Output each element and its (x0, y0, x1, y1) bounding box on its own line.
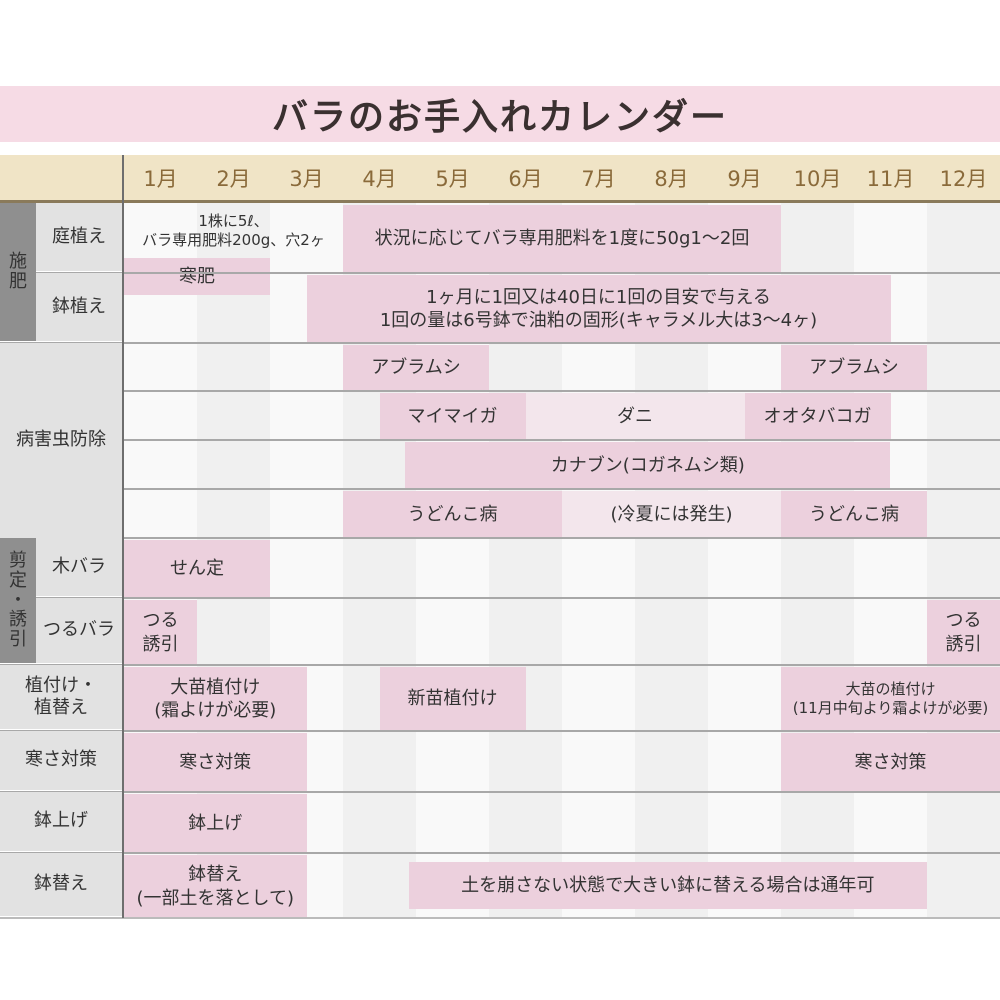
schedule-bar: うどんこ病 (343, 491, 562, 538)
row-divider (0, 664, 1000, 666)
schedule-bar: ダニ (525, 393, 745, 440)
row-label: 鉢替え (0, 853, 122, 916)
schedule-bar: うどんこ病 (781, 491, 927, 538)
schedule-bar: 状況に応じてバラ専用肥料を1度に50g1〜2回 (343, 205, 781, 273)
month-label: 4月 (362, 167, 397, 191)
schedule-bar: マイマイガ (379, 393, 526, 440)
row-label: 鉢植え (36, 273, 122, 341)
row-divider (124, 488, 1000, 490)
schedule-bar: 鉢替え (一部土を落として) (124, 855, 307, 918)
row-divider (0, 917, 1000, 919)
schedule-bar: カナブン(コガネムシ類) (405, 442, 891, 489)
month-label: 6月 (508, 167, 543, 191)
row-divider (124, 390, 1000, 392)
row-divider (0, 730, 1000, 732)
schedule-bar: オオタバコガ (744, 393, 891, 440)
row-label: 病害虫防除 (0, 343, 122, 538)
schedule-bar: 新苗植付け (379, 667, 526, 731)
schedule-bar: つる 誘引 (927, 600, 1000, 665)
month-label: 1月 (143, 167, 178, 191)
page-title: バラのお手入れカレンダー (271, 97, 728, 138)
schedule-bar: 寒さ対策 (781, 733, 1000, 792)
schedule-bar: つる 誘引 (124, 600, 197, 665)
row-divider (124, 439, 1000, 441)
group-label: 施 肥 (0, 203, 36, 341)
schedule-bar: 土を崩さない状態で大きい鉢に替える場合は通年可 (408, 862, 927, 909)
schedule-bar: 鉢上げ (124, 794, 307, 853)
divider (122, 155, 124, 918)
month-label: 8月 (654, 167, 689, 191)
month-label: 9月 (727, 167, 762, 191)
month-label: 11月 (866, 167, 915, 191)
month-label: 12月 (939, 167, 988, 191)
month-column (927, 203, 1000, 918)
row-divider (36, 272, 1000, 274)
row-label: つるバラ (36, 598, 122, 663)
schedule-bar: 寒肥 (124, 258, 270, 295)
title-bar: バラのお手入れカレンダー (0, 86, 1000, 142)
month-label: 10月 (793, 167, 842, 191)
row-divider (0, 791, 1000, 793)
schedule-bar: (冷夏には発生) (562, 491, 781, 538)
schedule-bar: 1株に5ℓ、 バラ専用肥料200g、穴2ヶ (142, 211, 325, 250)
month-header (0, 155, 1000, 203)
month-label: 5月 (435, 167, 470, 191)
month-label: 2月 (216, 167, 251, 191)
group-label: 剪 定 ・ 誘 引 (0, 538, 36, 663)
row-label: 庭植え (36, 203, 122, 271)
schedule-bar: 大苗植付け (霜よけが必要) (124, 667, 307, 731)
row-label: 植付け・ 植替え (0, 665, 122, 729)
month-label: 3月 (289, 167, 324, 191)
schedule-bar: 1ヶ月に1回又は40日に1回の目安で与える 1回の量は6号鉢で油粕の固形(キャラ… (306, 275, 891, 343)
row-divider (36, 597, 1000, 599)
row-divider (0, 852, 1000, 854)
row-label: 木バラ (36, 538, 122, 596)
schedule-bar: 大苗の植付け (11月中旬より霜よけが必要) (781, 667, 1000, 731)
schedule-bar: せん定 (124, 540, 270, 598)
row-label: 寒さ対策 (0, 731, 122, 790)
schedule-bar: アブラムシ (343, 345, 489, 391)
row-divider (0, 342, 1000, 344)
row-label: 鉢上げ (0, 792, 122, 851)
schedule-bar: 寒さ対策 (124, 733, 307, 792)
row-divider (0, 537, 1000, 539)
month-label: 7月 (581, 167, 616, 191)
schedule-bar: アブラムシ (781, 345, 927, 391)
